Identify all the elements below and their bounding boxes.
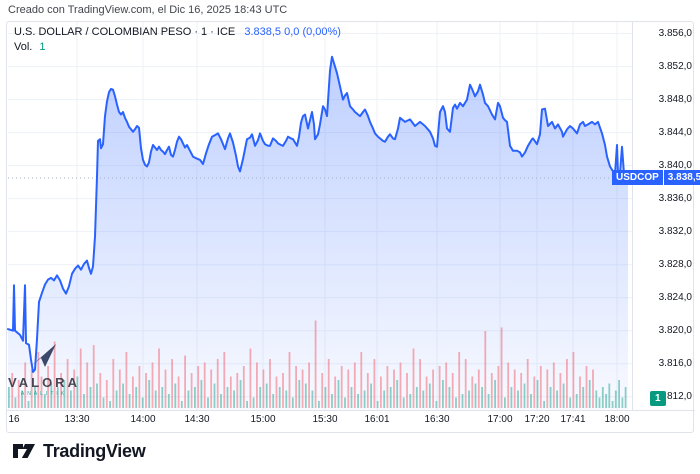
price-axis-label: 3.836,0 bbox=[658, 192, 692, 204]
price-axis-label: 3.832,0 bbox=[658, 225, 692, 237]
legend-volume-row[interactable]: Vol. 1 bbox=[14, 41, 341, 53]
legend-volume-value: 1 bbox=[39, 41, 46, 54]
last-price-badge: USDCOP 3.838,5 bbox=[612, 170, 700, 186]
legend-volume-label: Vol. bbox=[14, 41, 33, 54]
price-axis-label: 3.852,0 bbox=[658, 60, 692, 72]
attribution-text: Creado con TradingView.com, el Dic 16, 2… bbox=[8, 4, 288, 16]
time-axis-label: 18:00 bbox=[604, 414, 630, 425]
last-price-value-label: 3.838,5 bbox=[663, 170, 700, 186]
time-axis-label: 17:41 bbox=[560, 414, 586, 425]
time-axis-separator bbox=[6, 410, 695, 411]
time-axis-label: 14:00 bbox=[130, 414, 156, 425]
chart-legend[interactable]: U.S. DOLLAR / COLOMBIAN PESO · 1 · ICE 3… bbox=[14, 26, 341, 53]
price-axis-label: 3.856,0 bbox=[658, 27, 692, 39]
price-axis-label: 3.820,0 bbox=[658, 324, 692, 336]
watermark-title: VALORA bbox=[8, 375, 80, 390]
time-axis-label: 16:01 bbox=[364, 414, 390, 425]
footer-brand-text[interactable]: TradingView bbox=[43, 440, 146, 461]
chart-widget bbox=[6, 21, 694, 433]
time-axis-label: 14:30 bbox=[184, 414, 210, 425]
price-axis-label: 3.848,0 bbox=[658, 93, 692, 105]
price-axis-label: 3.824,0 bbox=[658, 291, 692, 303]
price-axis-label: 3.840,0 bbox=[658, 159, 692, 171]
legend-symbol-row[interactable]: U.S. DOLLAR / COLOMBIAN PESO · 1 · ICE 3… bbox=[14, 26, 341, 38]
last-price-symbol-label: USDCOP bbox=[612, 170, 663, 186]
price-axis-label: 3.816,0 bbox=[658, 357, 692, 369]
price-axis-label: 3.828,0 bbox=[658, 258, 692, 270]
paper-plane-icon bbox=[31, 344, 56, 367]
footer-logo[interactable]: TradingView bbox=[12, 440, 146, 462]
time-axis-label: 16:30 bbox=[424, 414, 450, 425]
time-axis-label: 17:00 bbox=[487, 414, 513, 425]
time-axis-label: 16 bbox=[8, 414, 20, 425]
watermark-subtitle: ANALITIK bbox=[20, 391, 68, 397]
time-axis-label: 17:20 bbox=[524, 414, 550, 425]
volume-value-badge: 1 bbox=[650, 391, 666, 406]
time-axis-label: 15:30 bbox=[312, 414, 338, 425]
legend-price-values: 3.838,5 0,0 (0,00%) bbox=[244, 26, 341, 39]
price-axis-label: 3.812,0 bbox=[658, 390, 692, 402]
time-axis-label: 13:30 bbox=[64, 414, 90, 425]
tradingview-icon bbox=[13, 444, 35, 458]
legend-symbol-title[interactable]: U.S. DOLLAR / COLOMBIAN PESO · 1 · ICE bbox=[14, 26, 236, 39]
time-axis-label: 15:00 bbox=[250, 414, 276, 425]
price-axis-label: 3.844,0 bbox=[658, 126, 692, 138]
price-axis-separator bbox=[632, 21, 633, 411]
valora-watermark: VALORA ANALITIK bbox=[8, 342, 80, 397]
